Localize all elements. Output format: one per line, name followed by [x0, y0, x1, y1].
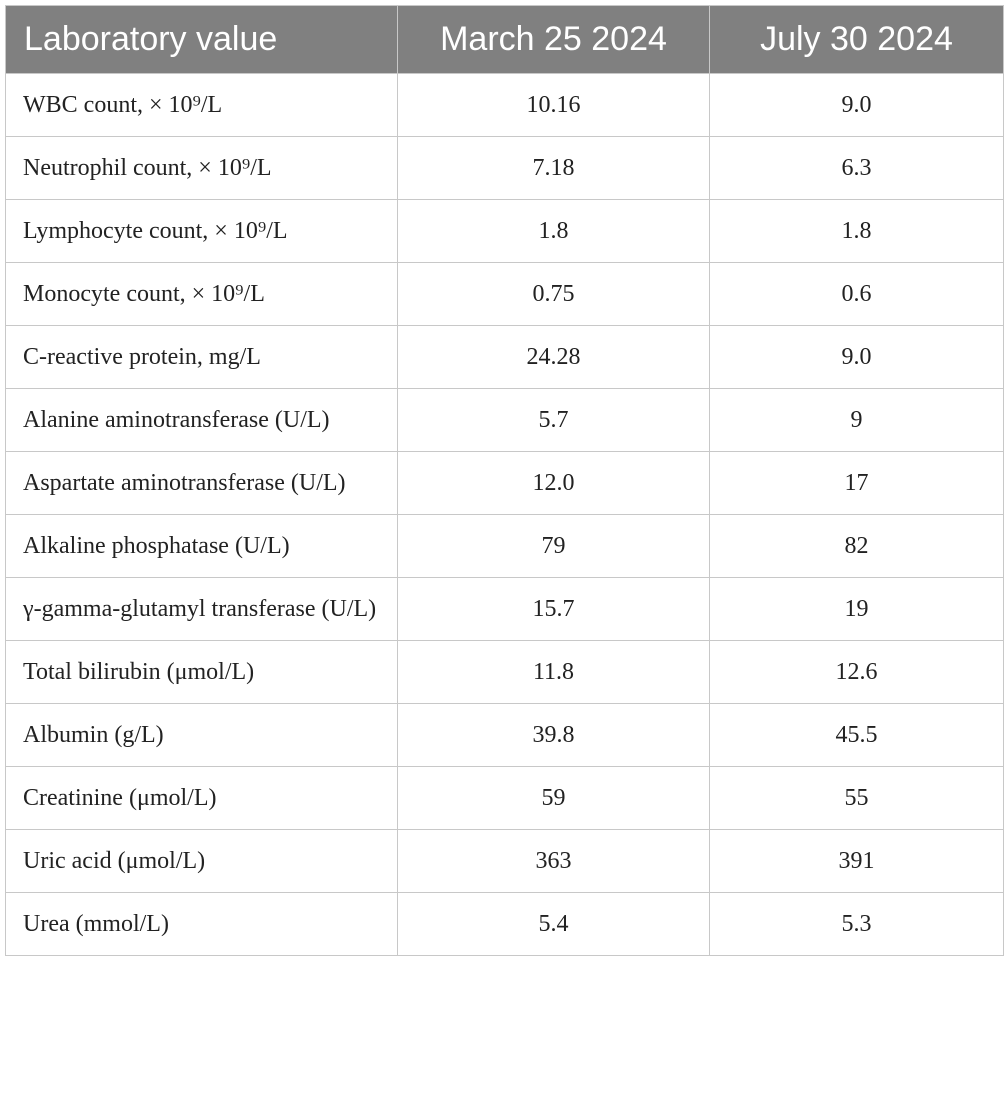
- table-row: WBC count, × 10⁹/L 10.16 9.0: [5, 73, 1004, 137]
- table-row: Albumin (g/L) 39.8 45.5: [5, 703, 1004, 767]
- value-cell: 1.8: [709, 199, 1004, 263]
- row-label: WBC count, × 10⁹/L: [5, 73, 398, 137]
- value-cell: 82: [709, 514, 1004, 578]
- value-cell: 19: [709, 577, 1004, 641]
- table-row: Alanine aminotransferase (U/L) 5.7 9: [5, 388, 1004, 452]
- value-cell: 59: [397, 766, 710, 830]
- table-row: Total bilirubin (μmol/L) 11.8 12.6: [5, 640, 1004, 704]
- table-row: Neutrophil count, × 10⁹/L 7.18 6.3: [5, 136, 1004, 200]
- row-label: γ-gamma-glutamyl transferase (U/L): [5, 577, 398, 641]
- row-label: Albumin (g/L): [5, 703, 398, 767]
- table-row: γ-gamma-glutamyl transferase (U/L) 15.7 19: [5, 577, 1004, 641]
- value-cell: 5.3: [709, 892, 1004, 956]
- header-cell: July 30 2024: [709, 5, 1004, 74]
- value-cell: 363: [397, 829, 710, 893]
- table-row: Lymphocyte count, × 10⁹/L 1.8 1.8: [5, 199, 1004, 263]
- row-label: Lymphocyte count, × 10⁹/L: [5, 199, 398, 263]
- value-cell: 79: [397, 514, 710, 578]
- value-cell: 45.5: [709, 703, 1004, 767]
- table-row: Urea (mmol/L) 5.4 5.3: [5, 892, 1004, 956]
- value-cell: 5.7: [397, 388, 710, 452]
- row-label: Alkaline phosphatase (U/L): [5, 514, 398, 578]
- row-label: Monocyte count, × 10⁹/L: [5, 262, 398, 326]
- row-label: Creatinine (μmol/L): [5, 766, 398, 830]
- table-row: C-reactive protein, mg/L 24.28 9.0: [5, 325, 1004, 389]
- row-label: Aspartate aminotransferase (U/L): [5, 451, 398, 515]
- value-cell: 9.0: [709, 325, 1004, 389]
- header-cell: March 25 2024: [397, 5, 710, 74]
- value-cell: 9.0: [709, 73, 1004, 137]
- header-row: Laboratory value March 25 2024 July 30 202…: [5, 5, 1004, 74]
- value-cell: 55: [709, 766, 1004, 830]
- table-row: Uric acid (μmol/L) 363 391: [5, 829, 1004, 893]
- value-cell: 15.7: [397, 577, 710, 641]
- row-label: Uric acid (μmol/L): [5, 829, 398, 893]
- value-cell: 391: [709, 829, 1004, 893]
- value-cell: 11.8: [397, 640, 710, 704]
- row-label: Neutrophil count, × 10⁹/L: [5, 136, 398, 200]
- row-label: Alanine aminotransferase (U/L): [5, 388, 398, 452]
- value-cell: 17: [709, 451, 1004, 515]
- row-label: C-reactive protein, mg/L: [5, 325, 398, 389]
- value-cell: 5.4: [397, 892, 710, 956]
- value-cell: 6.3: [709, 136, 1004, 200]
- table-row: Creatinine (μmol/L) 59 55: [5, 766, 1004, 830]
- header-cell: Laboratory value: [5, 5, 398, 74]
- value-cell: 7.18: [397, 136, 710, 200]
- table-row: Monocyte count, × 10⁹/L 0.75 0.6: [5, 262, 1004, 326]
- row-label: Total bilirubin (μmol/L): [5, 640, 398, 704]
- value-cell: 0.75: [397, 262, 710, 326]
- value-cell: 12.0: [397, 451, 710, 515]
- row-label: Urea (mmol/L): [5, 892, 398, 956]
- lab-table: Laboratory value March 25 2024 July 30 202…: [5, 5, 1004, 956]
- value-cell: 1.8: [397, 199, 710, 263]
- value-cell: 24.28: [397, 325, 710, 389]
- value-cell: 0.6: [709, 262, 1004, 326]
- value-cell: 9: [709, 388, 1004, 452]
- value-cell: 39.8: [397, 703, 710, 767]
- table-row: Alkaline phosphatase (U/L) 79 82: [5, 514, 1004, 578]
- value-cell: 10.16: [397, 73, 710, 137]
- table-row: Aspartate aminotransferase (U/L) 12.0 17: [5, 451, 1004, 515]
- value-cell: 12.6: [709, 640, 1004, 704]
